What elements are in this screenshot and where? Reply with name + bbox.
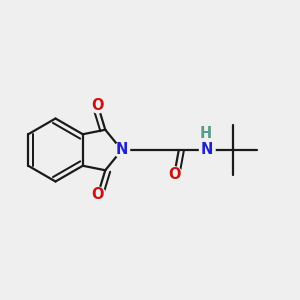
Circle shape [200,142,215,158]
Circle shape [198,126,214,141]
Text: O: O [168,167,181,182]
Text: O: O [92,187,104,202]
Text: N: N [116,142,128,158]
Text: N: N [201,142,214,158]
Text: O: O [92,98,104,112]
Circle shape [167,167,182,182]
Circle shape [90,187,106,203]
Circle shape [90,97,106,113]
Text: H: H [200,126,212,141]
Circle shape [114,142,130,158]
